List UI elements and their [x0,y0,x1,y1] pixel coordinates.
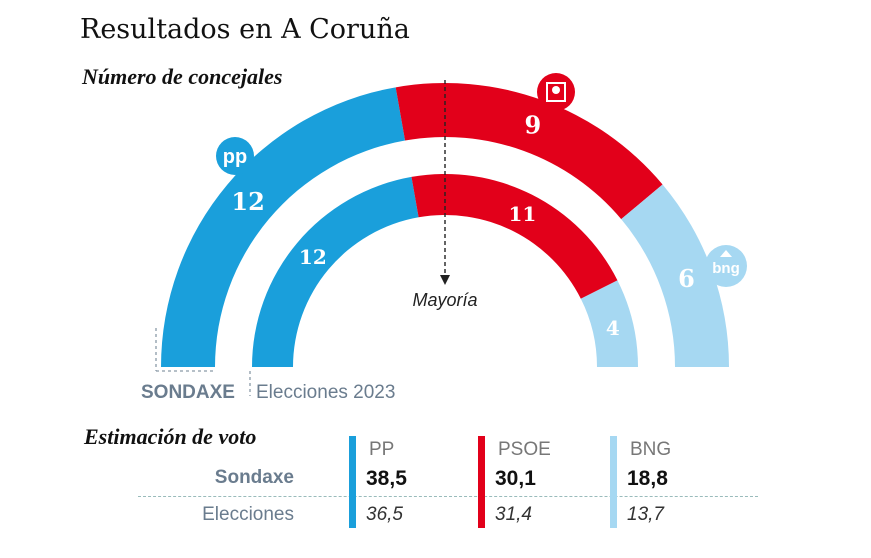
row-label-elecciones: Elecciones [202,504,294,525]
seat-label-elecciones-psoe: 11 [508,202,536,226]
vote-column-bng: BNG 18,8 13,7 [610,436,730,528]
seat-label-sondaxe-pp: 12 [231,187,264,216]
svg-text:bng: bng [712,260,740,277]
party-name-pp: PP [369,439,395,460]
seat-chart: 12 9 6 12 11 4 Mayoría SONDAXE Elecciones 2023 pp… [141,73,747,403]
pp-elecciones-value: 36,5 [366,504,403,525]
seat-arc-sondaxe-psoe [395,83,663,220]
bng-logo-icon: bng [705,245,747,287]
row-label-sondaxe: Sondaxe [214,467,294,488]
vote-column-pp: PP 38,5 36,5 [349,436,469,528]
seat-arc-sondaxe-pp [161,87,406,367]
bng-elecciones-value: 13,7 [627,504,664,525]
seat-label-elecciones-pp: 12 [299,245,327,269]
psoe-elecciones-value: 31,4 [495,504,532,525]
seat-label-sondaxe-psoe: 9 [525,110,542,139]
bng-sondaxe-value: 18,8 [627,467,668,490]
chart-subtitle: Número de concejales [82,64,283,89]
seat-arc-elecciones-psoe [411,174,618,299]
bng-color-bar [610,436,617,528]
svg-text:pp: pp [223,146,247,168]
table-divider [138,496,758,497]
majority-arrow-icon [440,275,450,285]
seat-arc-elecciones-pp [252,176,419,367]
series-label-elecciones: Elecciones 2023 [256,382,395,403]
pp-color-bar [349,436,356,528]
party-name-psoe: PSOE [498,439,551,460]
seat-label-elecciones-bng: 4 [606,316,620,340]
chart-title: Resultados en A Coruña [80,14,410,45]
psoe-logo-icon [537,73,575,111]
seat-arc-elecciones-bng [580,280,638,367]
vote-estimate-title: Estimación de voto [84,424,257,449]
psoe-sondaxe-value: 30,1 [495,467,536,490]
seat-label-sondaxe-bng: 6 [678,264,695,293]
pp-sondaxe-value: 38,5 [366,467,407,490]
majority-label: Mayoría [412,290,477,310]
psoe-color-bar [478,436,485,528]
seat-arc-sondaxe-bng [621,184,729,367]
vote-column-psoe: PSOE 30,1 31,4 [478,436,598,528]
party-name-bng: BNG [630,439,672,460]
series-label-sondaxe: SONDAXE [141,382,235,403]
pp-logo-icon: pp [216,137,254,175]
